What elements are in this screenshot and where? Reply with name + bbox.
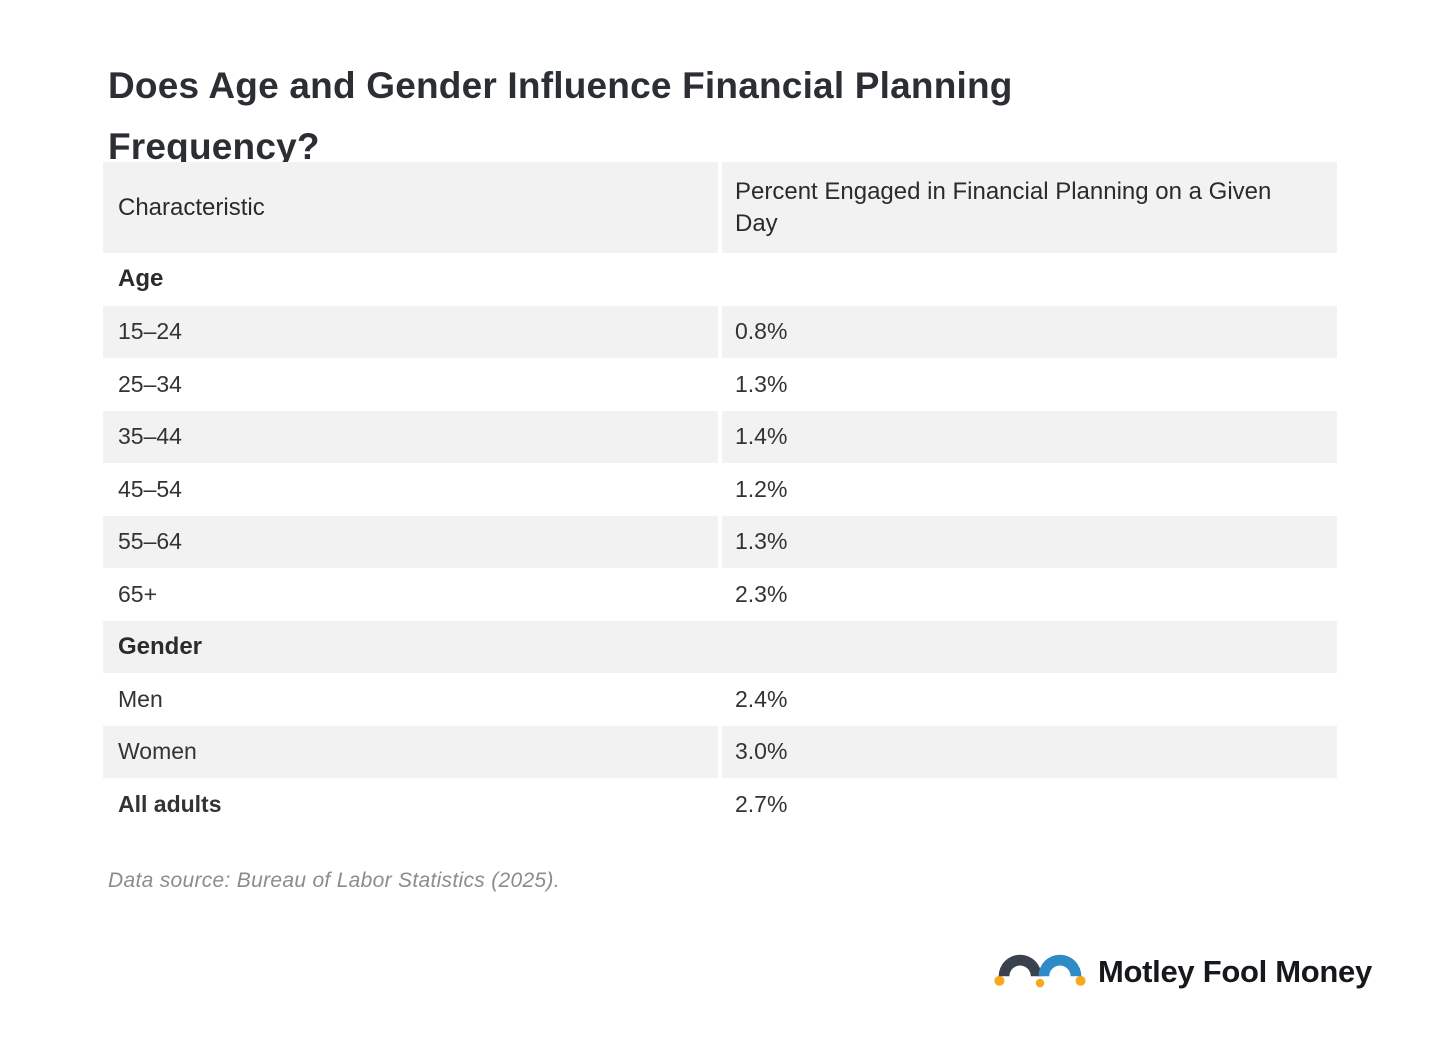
bell-right xyxy=(1075,975,1086,986)
data-source-note: Data source: Bureau of Labor Statistics … xyxy=(108,869,560,892)
motley-fool-money-logo: Motley Fool Money xyxy=(994,940,1372,990)
section-label: Gender xyxy=(103,620,1337,673)
table-row: 45–54 1.2% xyxy=(103,463,1337,516)
row-value: 2.3% xyxy=(735,580,788,607)
table-header-row: Characteristic Percent Engaged in Financ… xyxy=(103,162,1337,253)
table-row: 25–34 1.3% xyxy=(103,358,1337,411)
row-value: 3.0% xyxy=(722,725,1337,778)
table-row-all-adults: All adults 2.7% xyxy=(103,778,1337,831)
row-label: All adults xyxy=(118,790,222,817)
header-percent-engaged: Percent Engaged in Financial Planning on… xyxy=(722,162,1337,253)
financial-planning-table: Characteristic Percent Engaged in Financ… xyxy=(103,162,1337,831)
page-title: Does Age and Gender Influence Financial … xyxy=(108,64,1013,167)
row-value: 2.4% xyxy=(735,685,788,712)
row-value: 1.3% xyxy=(735,370,788,397)
header-characteristic: Characteristic xyxy=(103,162,718,253)
table-row: 55–64 1.3% xyxy=(103,515,1337,568)
row-value: 1.3% xyxy=(722,515,1337,568)
row-value: 0.8% xyxy=(722,305,1337,358)
bell-left xyxy=(994,975,1005,986)
row-label: 25–34 xyxy=(118,370,182,397)
row-value: 1.4% xyxy=(722,410,1337,463)
section-label: Age xyxy=(118,265,164,293)
hat-left-hump xyxy=(998,954,1042,976)
hat-right-hump xyxy=(1038,954,1082,976)
row-label: Women xyxy=(103,725,718,778)
row-value: 1.2% xyxy=(735,475,788,502)
section-row-gender: Gender xyxy=(103,620,1337,673)
row-label: 65+ xyxy=(118,580,158,607)
row-label: 35–44 xyxy=(103,410,718,463)
row-label: Men xyxy=(118,685,163,712)
table-row: Men 2.4% xyxy=(103,673,1337,726)
logo-wordmark: Motley Fool Money xyxy=(1098,954,1372,989)
table-row: 35–44 1.4% xyxy=(103,410,1337,463)
jester-hat-icon xyxy=(994,954,1086,987)
section-row-age: Age xyxy=(103,253,1337,306)
row-label: 55–64 xyxy=(103,515,718,568)
table-row: 15–24 0.8% xyxy=(103,305,1337,358)
table-row: 65+ 2.3% xyxy=(103,568,1337,621)
row-label: 15–24 xyxy=(103,305,718,358)
table-row: Women 3.0% xyxy=(103,725,1337,778)
row-label: 45–54 xyxy=(118,475,182,502)
bell-center xyxy=(1035,978,1045,987)
row-value: 2.7% xyxy=(735,790,788,817)
